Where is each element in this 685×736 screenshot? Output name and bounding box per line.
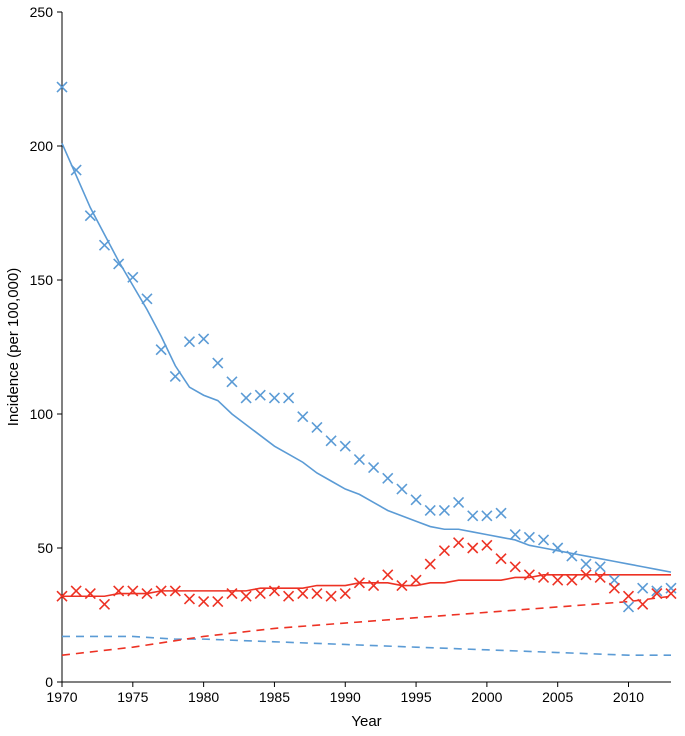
x-tick-label: 2010	[613, 689, 644, 705]
x-axis-label: Year	[351, 713, 381, 730]
y-tick-label: 0	[45, 674, 53, 690]
y-axis-label: Incidence (per 100,000)	[5, 268, 22, 426]
y-tick-label: 100	[30, 406, 54, 422]
chart-bg	[0, 0, 685, 736]
x-tick-label: 1990	[330, 689, 361, 705]
x-tick-label: 1970	[46, 689, 77, 705]
incidence-chart: 0 50 100 150 200 250 1970 1975 1980 1985 1990 1995 2…	[0, 0, 685, 736]
chart-svg: 0 50 100 150 200 250 1970 1975 1980 1985 1990 1995 2…	[0, 0, 685, 736]
y-tick-label: 150	[30, 272, 54, 288]
y-tick-label: 50	[37, 540, 53, 556]
y-tick-label: 200	[30, 138, 54, 154]
x-tick-label: 1985	[259, 689, 290, 705]
x-tick-label: 1980	[188, 689, 219, 705]
x-tick-label: 2005	[542, 689, 573, 705]
x-tick-label: 1975	[117, 689, 148, 705]
x-tick-label: 1995	[400, 689, 431, 705]
y-tick-label: 250	[30, 4, 54, 20]
x-tick-label: 2000	[471, 689, 502, 705]
